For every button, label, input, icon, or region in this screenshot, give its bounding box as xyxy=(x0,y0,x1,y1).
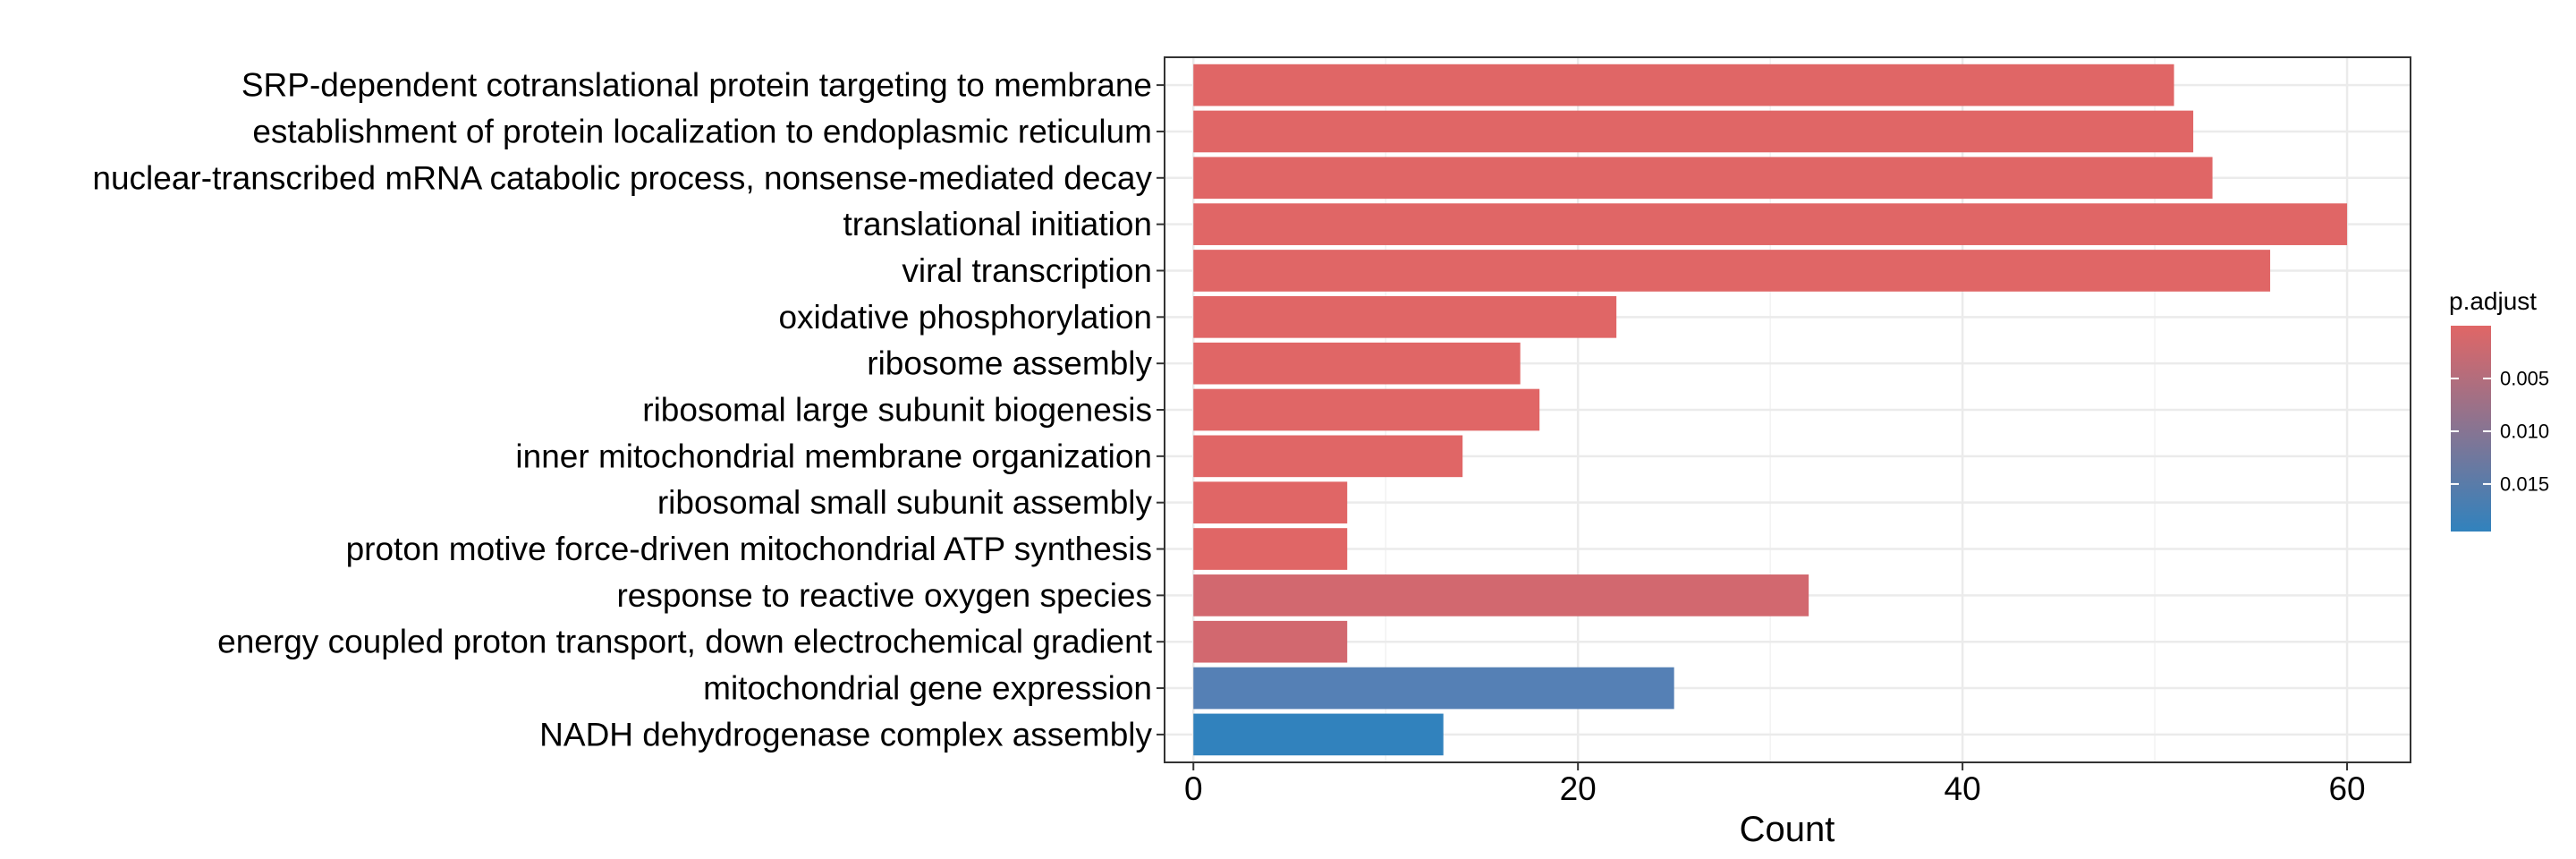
bar xyxy=(1193,342,1521,385)
bar xyxy=(1193,481,1348,524)
x-tick-label: 60 xyxy=(2328,770,2365,807)
bars xyxy=(1193,64,2348,756)
x-tick-label: 20 xyxy=(1560,770,1597,807)
category-labels: SRP-dependent cotranslational protein ta… xyxy=(92,67,1165,753)
legend-title: p.adjust xyxy=(2449,287,2537,315)
category-label: ribosomal small subunit assembly xyxy=(657,484,1153,521)
bar xyxy=(1193,620,1348,663)
color-legend: p.adjust 0.005 0.010 0.015 xyxy=(2449,287,2549,532)
bar xyxy=(1193,435,1463,478)
bar xyxy=(1193,388,1540,431)
category-label: mitochondrial gene expression xyxy=(703,670,1152,707)
x-tick-label: 0 xyxy=(1184,770,1203,807)
bar xyxy=(1193,110,2194,153)
category-label: SRP-dependent cotranslational protein ta… xyxy=(242,67,1152,104)
legend-tick-label: 0.015 xyxy=(2500,472,2549,495)
category-label: energy coupled proton transport, down el… xyxy=(217,624,1153,660)
category-label: ribosomal large subunit biogenesis xyxy=(642,392,1152,429)
category-label: proton motive force-driven mitochondrial… xyxy=(346,531,1152,567)
category-label: response to reactive oxygen species xyxy=(616,577,1152,614)
x-axis: 0 20 40 60 xyxy=(1184,762,2366,807)
category-label: establishment of protein localization to… xyxy=(252,113,1152,149)
bar xyxy=(1193,528,1348,570)
x-axis-title: Count xyxy=(1740,810,1835,849)
bar xyxy=(1193,203,2348,245)
category-label: nuclear-transcribed mRNA catabolic proce… xyxy=(92,159,1152,196)
bar xyxy=(1193,250,2271,292)
category-label: inner mitochondrial membrane organizatio… xyxy=(515,438,1152,474)
category-label: oxidative phosphorylation xyxy=(778,299,1152,336)
bar xyxy=(1193,64,2174,106)
category-label: viral transcription xyxy=(902,252,1152,289)
category-label: ribosome assembly xyxy=(867,345,1152,382)
category-label: NADH dehydrogenase complex assembly xyxy=(539,716,1152,753)
bar xyxy=(1193,713,1444,756)
bar xyxy=(1193,667,1674,710)
bar xyxy=(1193,295,1617,338)
x-tick-label: 40 xyxy=(1945,770,1981,807)
legend-tick-label: 0.010 xyxy=(2500,420,2549,442)
bar xyxy=(1193,574,1809,617)
category-label: translational initiation xyxy=(843,206,1152,242)
legend-tick-label: 0.005 xyxy=(2500,367,2549,389)
legend-colorbar xyxy=(2451,326,2491,532)
legend-ticks: 0.005 0.010 0.015 xyxy=(2451,367,2549,495)
bar xyxy=(1193,157,2213,200)
